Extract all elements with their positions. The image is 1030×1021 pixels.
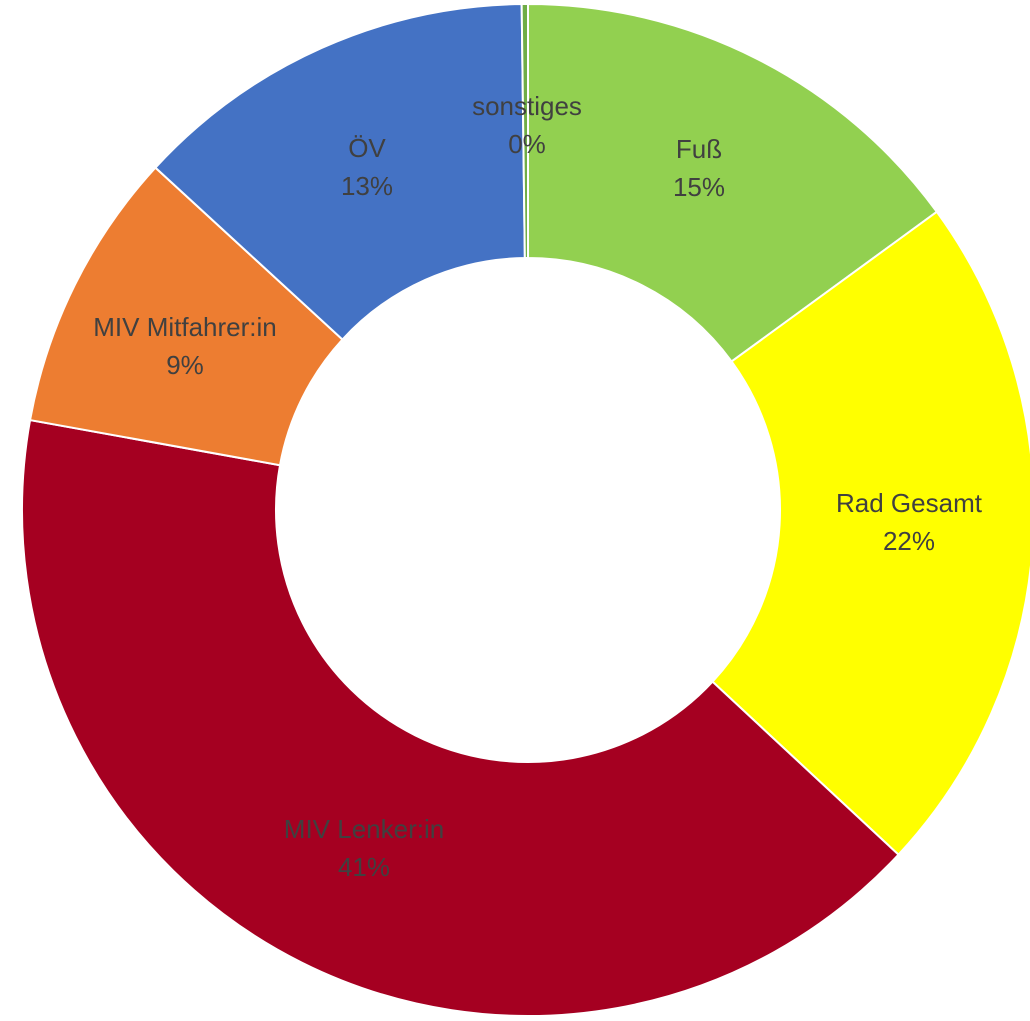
slices (21, 2, 1030, 1017)
slice-label-5: sonstiges 0% (472, 91, 582, 159)
slice-fuß (527, 2, 939, 363)
slice-percent: 22% (883, 526, 935, 556)
slice-öv (153, 3, 526, 341)
slice-name: Rad Gesamt (836, 488, 983, 518)
slice-sonstiges (520, 2, 529, 260)
slice-label-1: Rad Gesamt 22% (836, 488, 983, 556)
slice-name: MIV Mitfahrer:in (93, 312, 277, 342)
slice-miv-mitfahrer-in (28, 166, 344, 467)
slice-percent: 0% (508, 129, 546, 159)
slice-label-2: MIV Lenker:in 41% (284, 814, 444, 882)
slice-name: MIV Lenker:in (284, 814, 444, 844)
slice-label-4: ÖV 13% (341, 133, 393, 201)
slice-name: Fuß (676, 134, 722, 164)
slice-percent: 15% (673, 172, 725, 202)
labels: Fuß 15% Rad Gesamt 22% MIV Lenker:in 41% MIV M… (93, 91, 982, 882)
slice-percent: 9% (166, 350, 204, 380)
slice-miv-lenker-in (21, 418, 900, 1017)
slice-label-3: MIV Mitfahrer:in 9% (93, 312, 277, 380)
slice-percent: 41% (338, 852, 390, 882)
slice-name: ÖV (348, 133, 386, 163)
slice-label-0: Fuß 15% (673, 134, 725, 202)
slice-name: sonstiges (472, 91, 582, 121)
slice-rad-gesamt (711, 210, 1030, 857)
slice-percent: 13% (341, 171, 393, 201)
